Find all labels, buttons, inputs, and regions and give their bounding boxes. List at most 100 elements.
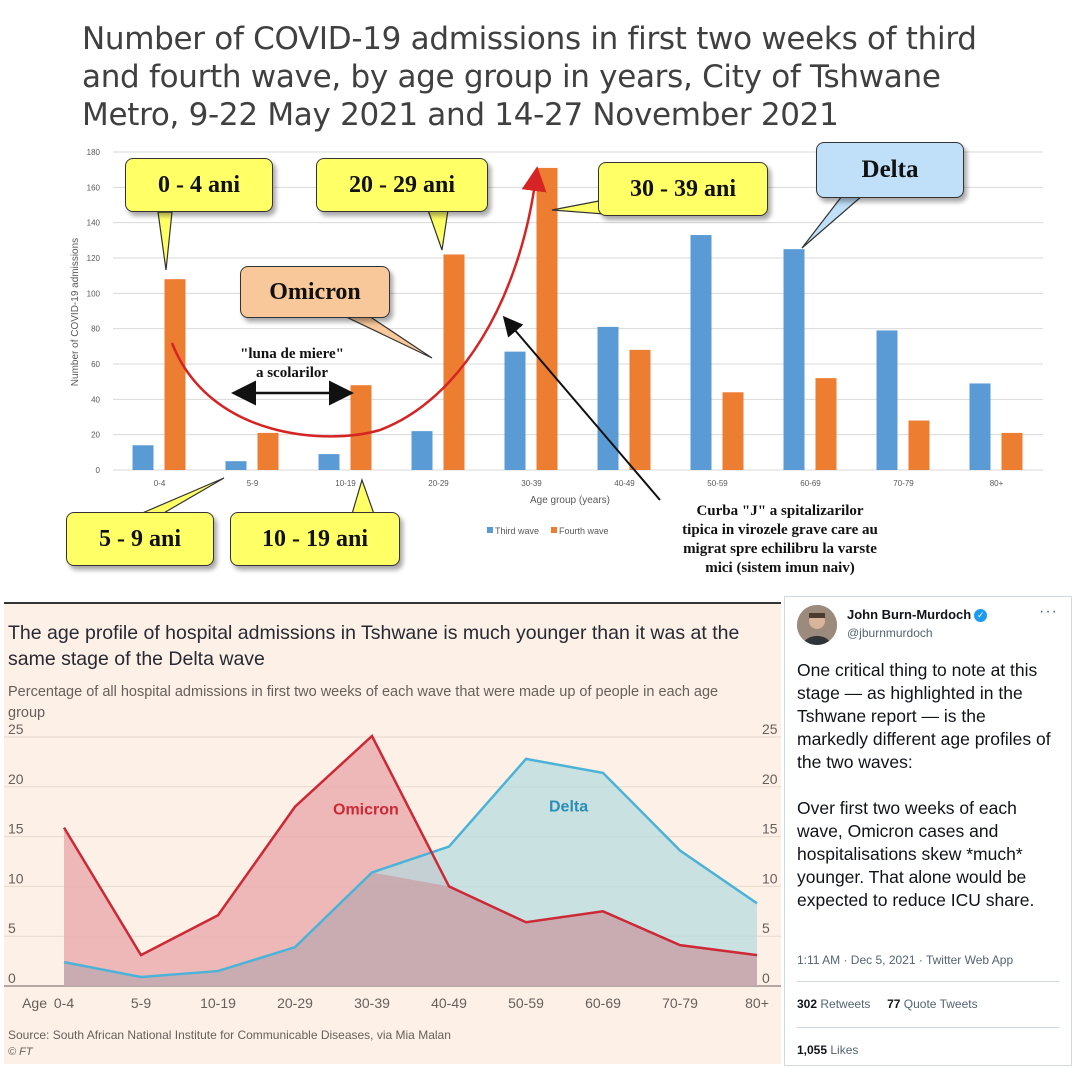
bar-x-tick: 50-59	[707, 479, 728, 488]
bar-y-tick: 60	[91, 360, 100, 369]
area-x-tick: 70-79	[662, 995, 698, 1011]
legend-third-wave: Third wave	[495, 526, 539, 536]
bar-legend: Third wave Fourth wave	[487, 526, 609, 536]
area-x-tick: 5-9	[131, 995, 151, 1011]
area-chart: 0 0 5 5 10 10 15 15 20 20 25 25 0-4 5-9 10-19 20-29 30-3…	[4, 721, 781, 1011]
ft-chart-title: The age profile of hospital admissions i…	[8, 622, 740, 670]
divider	[797, 981, 1059, 982]
bar-third-wave	[783, 249, 805, 470]
ft-source: Source: South African National Institute…	[8, 1028, 451, 1042]
bar-third-wave	[504, 351, 526, 470]
bar-fourth-wave	[443, 254, 465, 470]
omicron-series-label: Omicron	[333, 802, 399, 819]
bar-x-tick: 10-19	[335, 479, 356, 488]
bar-y-tick: 0	[96, 466, 101, 475]
area-x-prefix: Age	[22, 995, 47, 1011]
bar-chart-panel: Number of COVID-19 admissions in first t…	[66, 21, 1043, 578]
bar-fourth-wave	[908, 420, 930, 470]
bar-third-wave	[132, 445, 154, 470]
delta-series-label: Delta	[549, 799, 588, 816]
bar-third-wave	[690, 235, 712, 470]
area-y-tick-right: 20	[762, 771, 778, 787]
area-x-tick: 20-29	[277, 995, 313, 1011]
bar-x-tick: 30-39	[521, 479, 542, 488]
area-y-tick-left: 15	[8, 821, 24, 837]
area-y-tick-right: 15	[762, 821, 778, 837]
author-name-text[interactable]: John Burn-Murdoch	[847, 607, 972, 622]
honeymoon-line-2: a scolarilor	[255, 365, 329, 381]
bar-fourth-wave	[722, 392, 744, 470]
callout-20-29: 20 - 29 ani	[316, 158, 488, 212]
j-curve-note: Curba "J" a spitalizarilor tipica in vir…	[620, 502, 940, 578]
delta-line	[63, 757, 758, 979]
quote-tweets-link[interactable]: 77 Quote Tweets	[887, 997, 978, 1011]
quote-tweets-count: 77	[887, 997, 901, 1011]
area-x-tick: 10-19	[200, 995, 236, 1011]
honeymoon-line-1: "luna de miere"	[240, 346, 344, 362]
bar-third-wave	[318, 454, 340, 470]
bar-x-tick: 60-69	[800, 479, 821, 488]
bar-x-axis-label: Age group (years)	[530, 495, 610, 506]
legend-swatch-fourth	[551, 527, 557, 533]
ft-chart-panel: The age profile of hospital admissions i…	[4, 602, 781, 1064]
bar-third-wave	[969, 383, 991, 470]
ft-chart-subtitle: Percentage of all hospital admissions in…	[8, 684, 719, 721]
retweets-link[interactable]: 302 Retweets	[797, 997, 870, 1011]
j-note-line-2: tipica in virozele grave care au	[682, 522, 878, 538]
j-note-arrow	[502, 315, 661, 501]
area-y-tick-right: 10	[762, 870, 778, 886]
bar-y-tick: 40	[91, 395, 100, 404]
bar-y-tick: 80	[91, 325, 100, 334]
callout-5-9: 5 - 9 ani	[66, 512, 214, 566]
bar-x-tick: 80+	[990, 479, 1004, 488]
area-y-tick-left: 0	[8, 970, 16, 986]
bar-fourth-wave	[536, 167, 558, 470]
bar-y-axis-label: Number of COVID-19 admissions	[70, 238, 81, 386]
tweet-author-handle[interactable]: @jburnmurdoch	[847, 626, 933, 640]
area-x-tick: 0-4	[54, 995, 74, 1011]
bar-fourth-wave	[350, 385, 372, 470]
j-curve	[170, 166, 547, 438]
callout-30-39: 30 - 39 ani	[598, 162, 768, 216]
bar-fourth-wave	[164, 279, 186, 470]
bar-fourth-wave	[1001, 432, 1023, 470]
tweet-paragraph-1: One critical thing to note at this stage…	[797, 660, 1051, 772]
bar-x-tick: 40-49	[614, 479, 635, 488]
tweet-text: One critical thing to note at this stage…	[797, 659, 1061, 912]
bar-y-tick: 100	[87, 289, 101, 298]
more-options-icon[interactable]: ···	[1039, 603, 1058, 620]
callout-0-4: 0 - 4 ani	[125, 158, 273, 212]
bar-x-tick: 70-79	[893, 479, 914, 488]
likes-count: 1,055	[797, 1043, 828, 1057]
callout-10-19: 10 - 19 ani	[230, 512, 400, 566]
bar-third-wave	[225, 461, 247, 470]
area-y-tick-right: 5	[762, 920, 770, 936]
retweets-label: Retweets	[820, 997, 871, 1011]
area-y-tick-right: 25	[762, 721, 778, 737]
tail-2029	[427, 209, 449, 251]
callout-delta: Delta	[816, 142, 964, 198]
likes-link[interactable]: 1,055 Likes	[797, 1043, 858, 1057]
area-x-tick: 60-69	[585, 995, 621, 1011]
tweet-stats: 302 Retweets 77 Quote Tweets	[797, 997, 978, 1011]
honeymoon-label: "luna de miere" a scolarilor	[222, 345, 362, 383]
overlap-area	[64, 872, 757, 986]
retweets-count: 302	[797, 997, 818, 1011]
tweet-paragraph-2: Over first two weeks of each wave, Omicr…	[797, 798, 1035, 910]
bar-fourth-wave	[815, 378, 837, 470]
tail-3039	[551, 199, 605, 215]
avatar[interactable]	[797, 605, 837, 645]
bar-third-wave	[876, 330, 898, 470]
bar-x-tick: 0-4	[154, 479, 166, 488]
callout-omicron: Omicron	[240, 266, 390, 318]
tweet-author-name[interactable]: John Burn-Murdoch ✓	[847, 607, 988, 622]
quote-tweets-label: Quote Tweets	[903, 997, 978, 1011]
area-y-tick-left: 5	[8, 920, 16, 936]
area-y-tick-left: 10	[8, 870, 24, 886]
area-y-tick-left: 20	[8, 771, 24, 787]
legend-swatch-third	[487, 527, 493, 533]
bar-fourth-wave	[629, 349, 651, 470]
tweet-timestamp[interactable]: 1:11 AM · Dec 5, 2021 · Twitter Web App	[797, 953, 1014, 967]
bar-fourth-wave	[257, 432, 279, 470]
likes-label: Likes	[830, 1043, 859, 1057]
